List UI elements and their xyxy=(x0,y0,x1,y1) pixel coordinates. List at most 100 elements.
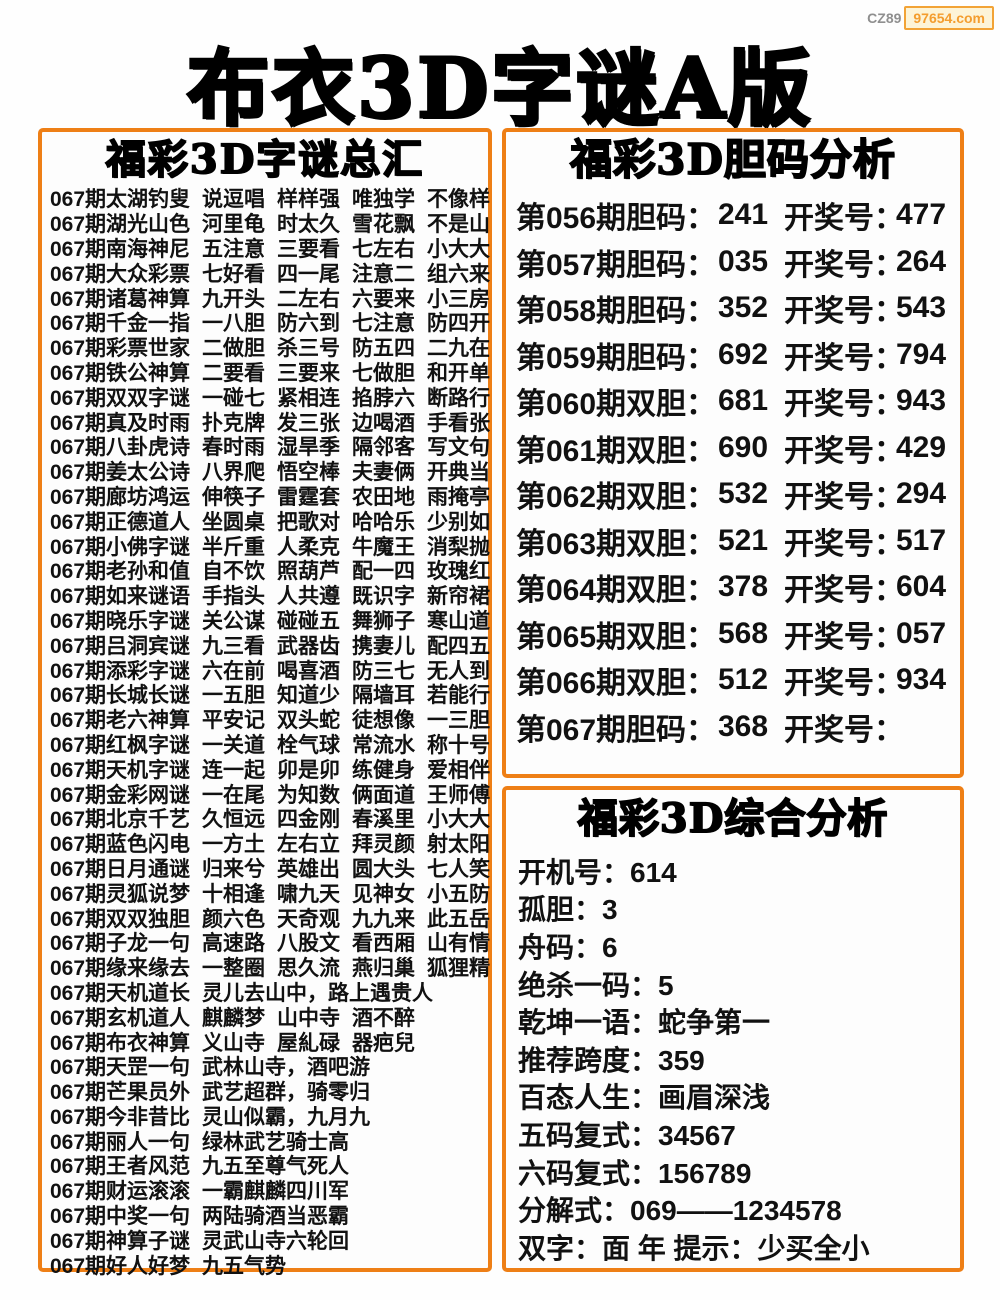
puzzle-row-phrase: 坐圆桌 xyxy=(202,510,265,534)
puzzle-row-name: 067期双双字谜 xyxy=(50,386,191,410)
puzzle-row-phrase: 九三看 xyxy=(202,634,265,658)
puzzle-row-phrase: 狐狸精 xyxy=(427,957,490,981)
puzzle-row-phrase: 一整圈 xyxy=(202,957,265,981)
puzzle-row-name: 067期缘来缘去 xyxy=(50,957,191,981)
puzzle-row-name: 067期玄机道人 xyxy=(50,1006,191,1030)
danma-row: 第056期胆码： 241 开奖号： 477 xyxy=(516,192,960,239)
puzzle-summary-panel: 福彩3D字谜总汇 067期太湖钓叟 说逗唱 样样强 唯独学 不像样 067期湖光山色 河里龟… xyxy=(38,128,492,1278)
danma-row: 第058期胆码： 352 开奖号： 543 xyxy=(516,285,960,332)
puzzle-row: 067期神算子谜 灵武山寺六轮回 xyxy=(50,1227,488,1253)
puzzle-row-phrase: 一五胆 xyxy=(202,684,265,708)
puzzle-row-phrase: 无人到 xyxy=(427,659,490,683)
danma-row-label: 第056期胆码： xyxy=(516,202,717,236)
puzzle-row-phrase: 此五岳 xyxy=(427,907,490,931)
puzzle-row: 067期金彩网谜 一在尾 为知数 俩面道 王师傅 xyxy=(50,781,490,807)
puzzle-row: 067期晓乐字谜 关公谋 碰碰五 舞狮子 寒山道 xyxy=(50,608,490,633)
puzzle-row-phrase: 春溪里 xyxy=(352,808,415,832)
analysis-row: 乾坤一语：蛇争第一 xyxy=(518,1007,771,1039)
puzzle-row-phrase: 一霸麒麟四川军 xyxy=(202,1180,349,1204)
danma-row-kai: 开奖号： xyxy=(784,388,904,422)
puzzle-row: 067期小佛字谜 半斤重 人柔克 牛魔王 消梨抛 xyxy=(50,533,490,559)
analysis-row: 绝杀一码：5 xyxy=(518,969,674,1001)
puzzle-row-phrase: 两陆骑酒当恶霸 xyxy=(202,1205,349,1229)
danma-row: 第063期双胆： 521 开奖号： 517 xyxy=(516,518,960,565)
danma-panel-header: 福彩3D胆码分析 xyxy=(569,134,896,185)
puzzle-row: 067期好人好梦 九五气势 xyxy=(50,1252,488,1278)
danma-row-value: 692 xyxy=(718,337,769,371)
puzzle-row-name: 067期天机字谜 xyxy=(50,758,191,782)
puzzle-row-phrase: 六在前 xyxy=(202,659,265,683)
puzzle-row-phrase: 一三胆 xyxy=(427,709,490,733)
puzzle-row-phrase: 携妻儿 xyxy=(352,634,415,658)
analysis-rows: 开机号：614 孤胆：3 舟码：6 绝杀一码：5 乾坤一语：蛇争第一 推荐跨度：359 百态… xyxy=(506,852,960,1266)
puzzle-row-phrase: 喝喜酒 xyxy=(277,659,340,683)
danma-row-kai: 开奖号： xyxy=(784,574,904,608)
puzzle-row-name: 067期双双独胆 xyxy=(50,907,191,931)
danma-row-kai: 开奖号： xyxy=(784,620,904,654)
puzzle-row-phrase: 酒不醉 xyxy=(352,1006,415,1030)
puzzle-row: 067期王者风范 九五至尊气死人 xyxy=(50,1153,488,1178)
danma-row-label: 第057期胆码： xyxy=(516,248,717,282)
danma-row-label: 第062期双胆： xyxy=(516,481,717,515)
puzzle-row: 067期大众彩票 七好看 四一尾 注意二 组六来 xyxy=(50,260,490,286)
puzzle-row-phrase: 悟空棒 xyxy=(277,461,340,485)
puzzle-row-phrase: 九五至尊气死人 xyxy=(202,1155,349,1179)
puzzle-row-name: 067期日月通谜 xyxy=(50,857,191,881)
puzzle-row-phrase: 平安记 xyxy=(202,709,265,733)
puzzle-row-phrase: 天奇观 xyxy=(277,907,340,931)
puzzle-row-phrase: 七左右 xyxy=(352,238,415,261)
puzzle-row-phrase: 自不饮 xyxy=(202,560,265,584)
puzzle-row-phrase: 二要看 xyxy=(202,361,265,385)
puzzle-row: 067期今非昔比 灵山似霸，九月九 xyxy=(50,1103,488,1129)
puzzle-row: 067期双双字谜 一碰七 紧相连 掐脖六 断路行 xyxy=(50,384,490,410)
puzzle-row-name: 067期今非昔比 xyxy=(50,1105,191,1129)
puzzle-row-name: 067期廊坊鸿运 xyxy=(50,485,191,509)
danma-row-result: 943 xyxy=(896,384,947,418)
puzzle-row: 067期缘来缘去 一整圈 思久流 燕归巢 狐狸精 xyxy=(50,955,490,981)
puzzle-row-phrase: 断路行 xyxy=(427,386,490,410)
puzzle-row-phrase: 小大大 xyxy=(427,238,490,261)
puzzle-row-phrase: 既识字 xyxy=(352,585,415,609)
puzzle-row-phrase: 紧相连 xyxy=(277,386,340,410)
puzzle-row-phrase: 九开头 xyxy=(202,287,265,311)
puzzle-row-phrase: 一方土 xyxy=(202,833,265,857)
danma-row-value: 352 xyxy=(718,291,769,325)
puzzle-row-name: 067期老六神算 xyxy=(50,709,191,733)
puzzle-row-phrase: 思久流 xyxy=(277,957,340,981)
puzzle-row-phrase: 器疤兒 xyxy=(352,1031,415,1055)
danma-row: 第057期胆码： 035 开奖号： 264 xyxy=(516,239,960,286)
puzzle-row-name: 067期神算子谜 xyxy=(50,1229,191,1253)
danma-row-value: 568 xyxy=(718,616,769,650)
puzzle-row-phrase: 夫妻俩 xyxy=(352,461,415,485)
danma-row-result: 517 xyxy=(896,523,947,557)
puzzle-row-phrase: 八股文 xyxy=(277,932,340,956)
puzzle-row: 067期天机字谜 连一起 卯是卯 练健身 爱相伴 xyxy=(50,756,490,782)
puzzle-row-phrase: 注意二 xyxy=(352,262,415,286)
danma-row-value: 532 xyxy=(718,477,769,511)
puzzle-row-phrase: 知道少 xyxy=(277,684,340,708)
puzzle-row-name: 067期天罡一句 xyxy=(50,1056,191,1080)
puzzle-row-phrase: 爱相伴 xyxy=(427,758,490,782)
puzzle-row-phrase: 防五四 xyxy=(352,337,415,361)
puzzle-row-phrase: 连一起 xyxy=(202,758,265,782)
puzzle-row-phrase: 玫瑰红 xyxy=(427,560,490,584)
puzzle-row: 067期子龙一句 高速路 八股文 看西厢 山有情 xyxy=(50,930,490,956)
danma-row-label: 第059期胆码： xyxy=(516,341,717,375)
danma-analysis-panel: 福彩3D胆码分析 第056期胆码： 241 开奖号： 477 第057期胆码： 035 开奖… xyxy=(502,128,964,778)
watermark-site-link[interactable]: 97654.com xyxy=(904,6,994,30)
puzzle-row-phrase: 一碰七 xyxy=(202,386,265,410)
puzzle-row-phrase: 哈哈乐 xyxy=(352,510,415,534)
puzzle-row: 067期天罡一句 武林山寺，酒吧游 xyxy=(50,1054,488,1079)
puzzle-row-phrase: 九五气势 xyxy=(202,1254,286,1278)
puzzle-row-name: 067期铁公神算 xyxy=(50,361,191,385)
puzzle-row: 067期廊坊鸿运 伸筷子 雷霆套 农田地 雨掩亭 xyxy=(50,484,490,509)
puzzle-row-phrase: 舞狮子 xyxy=(352,609,415,633)
puzzle-row-phrase: 开典当 xyxy=(427,461,490,485)
puzzle-row-phrase: 九九来 xyxy=(352,907,415,931)
puzzle-row-phrase: 把歌对 xyxy=(277,510,340,534)
analysis-panel-header: 福彩3D综合分析 xyxy=(577,794,889,843)
puzzle-row-phrase: 消梨抛 xyxy=(427,535,490,559)
analysis-row: 开机号：614 xyxy=(518,856,677,888)
puzzle-row-phrase: 七注意 xyxy=(352,312,415,336)
